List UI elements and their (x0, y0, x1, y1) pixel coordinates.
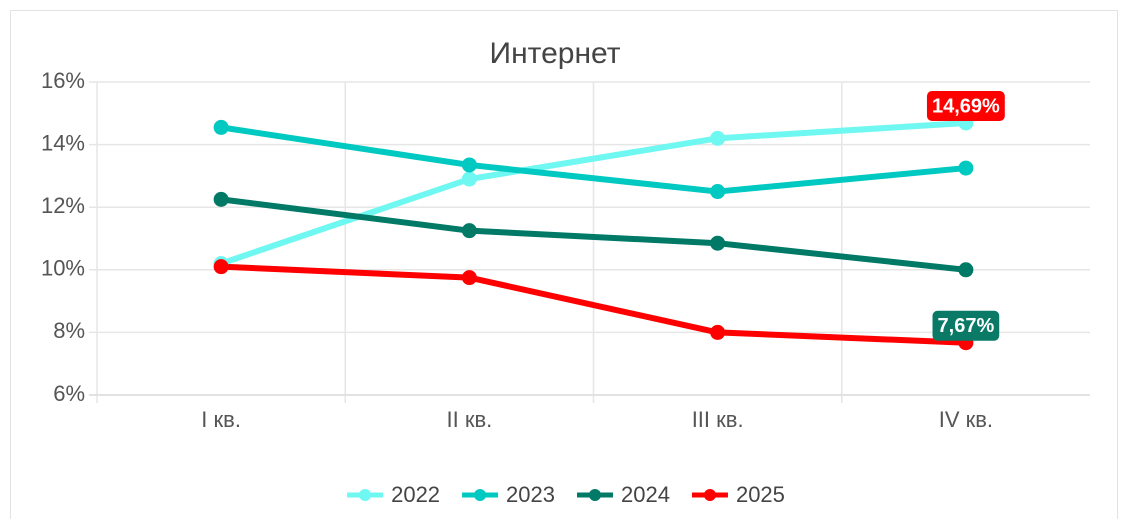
data-point (710, 130, 726, 146)
value-label: 7,67% (932, 310, 1000, 341)
legend-label: 2025 (736, 482, 785, 507)
data-point (461, 157, 477, 173)
series-line (220, 263, 966, 346)
y-tick-label: 14% (41, 130, 85, 155)
data-point (958, 160, 974, 176)
legend-item: 2023 (462, 482, 555, 507)
legend-marker (474, 489, 487, 501)
data-point (213, 119, 229, 135)
legend-item: 2025 (691, 482, 785, 507)
series-line (220, 196, 967, 273)
value-label: 14,69% (926, 91, 1005, 122)
data-point (461, 270, 477, 286)
series-line (220, 124, 967, 195)
y-tick-label: 10% (41, 256, 85, 281)
x-tick-label: III кв. (692, 407, 744, 432)
y-tick-label: 8% (53, 318, 85, 343)
x-tick-label: II кв. (446, 407, 492, 432)
legend-label: 2023 (506, 482, 555, 507)
data-point (958, 262, 974, 278)
x-tick-label: IV кв. (939, 407, 993, 432)
value-label-box (926, 91, 1005, 122)
legend-marker (703, 489, 716, 501)
y-tick-label: 6% (53, 381, 85, 406)
data-point (710, 184, 726, 200)
value-label-text: 7,67% (938, 315, 995, 337)
value-label-box (932, 310, 1000, 341)
y-tick-label: 16% (41, 68, 85, 93)
legend-marker (589, 489, 601, 501)
legend-item: 2024 (577, 482, 670, 507)
legend-label: 2022 (391, 482, 440, 507)
legend-item: 2022 (347, 482, 440, 507)
value-label-text: 14,69% (932, 95, 1000, 117)
data-point (213, 259, 229, 275)
legend-label: 2024 (621, 482, 670, 507)
series-line (220, 120, 967, 267)
data-point (461, 223, 477, 239)
data-point (461, 171, 477, 187)
data-point (213, 191, 229, 207)
y-tick-label: 12% (41, 193, 85, 218)
data-point (710, 235, 726, 251)
data-point (710, 324, 726, 340)
x-tick-label: I кв. (201, 407, 241, 432)
frame (10, 10, 1118, 519)
chart-title: Интернет (490, 37, 621, 70)
legend-marker (359, 489, 372, 501)
